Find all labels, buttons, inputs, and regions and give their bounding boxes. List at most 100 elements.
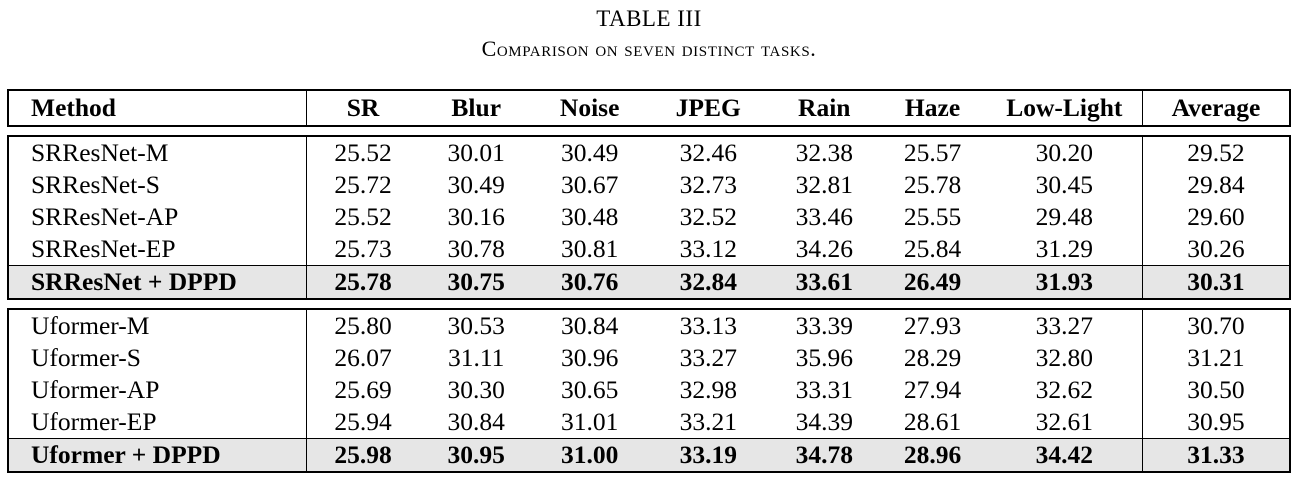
cell-blur: 30.75 bbox=[419, 265, 533, 300]
cell-haze: 28.61 bbox=[903, 407, 962, 436]
table-row: Uformer-M 25.80 30.53 30.84 33.13 33.39 27.93 3… bbox=[6, 308, 1291, 342]
table-row: SRResNet-S 25.72 30.49 30.67 32.73 32.81 25.78… bbox=[6, 169, 1291, 201]
comparison-table: Method SR Blur Noise JPEG Rain Haze Low-… bbox=[6, 89, 1291, 473]
cell-noise: 30.84 bbox=[532, 308, 647, 342]
cell-noise: 30.49 bbox=[532, 135, 647, 169]
cell-average: 29.84 bbox=[1141, 169, 1291, 201]
cell-sr: 25.80 bbox=[305, 308, 420, 342]
cell-rain: 33.39 bbox=[770, 308, 879, 342]
table-row-best: Uformer + DPPD 25.98 30.95 31.00 33.19 34.78 2… bbox=[6, 438, 1291, 473]
cell-blur: 30.53 bbox=[419, 308, 533, 342]
cell-method: SRResNet-S bbox=[6, 169, 307, 201]
cell-average: 30.26 bbox=[1141, 233, 1291, 266]
cell-rain: 35.96 bbox=[795, 343, 853, 372]
cell-haze: 28.29 bbox=[903, 343, 962, 372]
cell-rain: 33.31 bbox=[795, 375, 853, 404]
cell-jpeg: 33.13 bbox=[646, 308, 771, 342]
cell-rain: 34.39 bbox=[795, 407, 853, 436]
cell-low-light: 33.27 bbox=[986, 308, 1143, 342]
cell-average: 30.70 bbox=[1141, 308, 1291, 342]
cell-blur: 30.01 bbox=[419, 135, 533, 169]
cell-sr: 25.94 bbox=[305, 406, 420, 439]
cell-average: 31.21 bbox=[1141, 342, 1291, 374]
group-separator bbox=[8, 126, 1290, 136]
cell-jpeg: 32.52 bbox=[679, 202, 737, 231]
cell-average: 31.33 bbox=[1141, 438, 1291, 473]
cell-jpeg: 32.73 bbox=[679, 170, 737, 199]
cell-noise: 30.96 bbox=[560, 343, 619, 372]
cell-low-light: 29.48 bbox=[1035, 202, 1093, 231]
header-blur: Blur bbox=[419, 89, 533, 127]
cell-jpeg: 33.12 bbox=[679, 234, 737, 263]
cell-blur: 31.11 bbox=[448, 343, 505, 372]
cell-low-light: 34.42 bbox=[986, 438, 1143, 473]
cell-jpeg: 33.19 bbox=[646, 438, 771, 473]
cell-blur: 30.84 bbox=[447, 407, 505, 436]
cell-noise: 31.00 bbox=[532, 438, 647, 473]
cell-low-light: 32.62 bbox=[1035, 375, 1093, 404]
cell-noise: 30.65 bbox=[560, 375, 619, 404]
header-row: Method SR Blur Noise JPEG Rain Haze Low-… bbox=[6, 89, 1291, 127]
cell-low-light: 32.61 bbox=[1035, 407, 1093, 436]
header-method: Method bbox=[6, 89, 307, 127]
header-noise: Noise bbox=[532, 89, 647, 127]
cell-haze: 28.96 bbox=[878, 438, 987, 473]
cell-blur: 30.49 bbox=[447, 170, 505, 199]
table-caption: Comparison on seven distinct tasks. bbox=[481, 36, 817, 61]
cell-method: Uformer-EP bbox=[6, 406, 307, 439]
cell-method: SRResNet-EP bbox=[6, 233, 307, 266]
cell-sr: 25.69 bbox=[305, 374, 420, 406]
cell-low-light: 31.29 bbox=[1035, 234, 1093, 263]
table-row: SRResNet-M 25.52 30.01 30.49 32.46 32.38 25.57… bbox=[6, 135, 1291, 169]
cell-haze: 25.57 bbox=[878, 135, 987, 169]
header-rain: Rain bbox=[770, 89, 879, 127]
cell-average: 29.52 bbox=[1141, 135, 1291, 169]
cell-method: SRResNet-AP bbox=[6, 201, 307, 233]
cell-rain: 33.46 bbox=[795, 202, 853, 231]
group-separator-cell bbox=[8, 299, 1290, 309]
cell-haze: 25.84 bbox=[903, 234, 962, 263]
cell-low-light: 30.20 bbox=[986, 135, 1143, 169]
cell-sr: 25.73 bbox=[305, 233, 420, 266]
cell-low-light: 32.80 bbox=[1035, 343, 1093, 372]
cell-sr: 25.72 bbox=[305, 169, 420, 201]
cell-jpeg: 33.21 bbox=[679, 407, 737, 436]
cell-blur: 30.16 bbox=[447, 202, 505, 231]
header-sr: SR bbox=[305, 89, 420, 127]
header-low-light: Low-Light bbox=[986, 89, 1143, 127]
cell-noise: 30.48 bbox=[560, 202, 619, 231]
group-separator-cell bbox=[8, 126, 1290, 136]
cell-rain: 32.38 bbox=[770, 135, 879, 169]
header-average: Average bbox=[1141, 89, 1291, 127]
cell-method: Uformer-S bbox=[6, 342, 307, 374]
cell-jpeg: 32.46 bbox=[646, 135, 771, 169]
cell-sr: 25.52 bbox=[305, 201, 420, 233]
cell-noise: 30.67 bbox=[560, 170, 619, 199]
cell-haze: 25.78 bbox=[903, 170, 962, 199]
cell-method: Uformer-M bbox=[6, 308, 307, 342]
cell-method: Uformer-AP bbox=[6, 374, 307, 406]
table-label: TABLE III bbox=[596, 6, 702, 31]
header-jpeg: JPEG bbox=[646, 89, 771, 127]
cell-haze: 25.55 bbox=[903, 202, 962, 231]
table-body: SRResNet-M 25.52 30.01 30.49 32.46 32.38 25.57… bbox=[6, 126, 1291, 473]
cell-noise: 30.76 bbox=[532, 265, 647, 300]
header-haze: Haze bbox=[878, 89, 987, 127]
cell-sr: 25.98 bbox=[305, 438, 420, 473]
cell-blur: 30.95 bbox=[419, 438, 533, 473]
cell-haze: 27.94 bbox=[903, 375, 962, 404]
cell-jpeg: 33.27 bbox=[679, 343, 737, 372]
table-row: SRResNet-EP 25.73 30.78 30.81 33.12 34.26 25.8… bbox=[6, 233, 1291, 266]
cell-low-light: 30.45 bbox=[1035, 170, 1093, 199]
cell-jpeg: 32.84 bbox=[646, 265, 771, 300]
table-row-best: SRResNet + DPPD 25.78 30.75 30.76 32.84 33.61… bbox=[6, 265, 1291, 300]
cell-method: SRResNet-M bbox=[6, 135, 307, 169]
cell-noise: 31.01 bbox=[560, 407, 619, 436]
cell-haze: 27.93 bbox=[878, 308, 987, 342]
table-row: Uformer-EP 25.94 30.84 31.01 33.21 34.39 28.61… bbox=[6, 406, 1291, 439]
cell-average: 29.60 bbox=[1141, 201, 1291, 233]
cell-rain: 34.26 bbox=[795, 234, 853, 263]
cell-blur: 30.78 bbox=[447, 234, 505, 263]
cell-jpeg: 32.98 bbox=[679, 375, 737, 404]
cell-low-light: 31.93 bbox=[986, 265, 1143, 300]
